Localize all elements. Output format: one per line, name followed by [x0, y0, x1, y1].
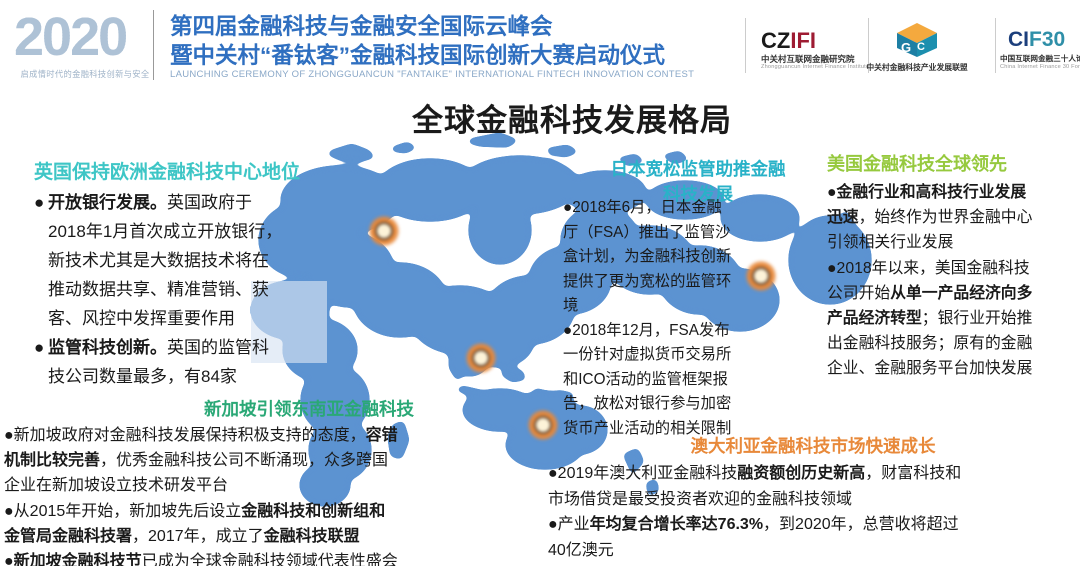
- svg-text:G: G: [901, 40, 911, 55]
- svg-text:C: C: [917, 41, 925, 53]
